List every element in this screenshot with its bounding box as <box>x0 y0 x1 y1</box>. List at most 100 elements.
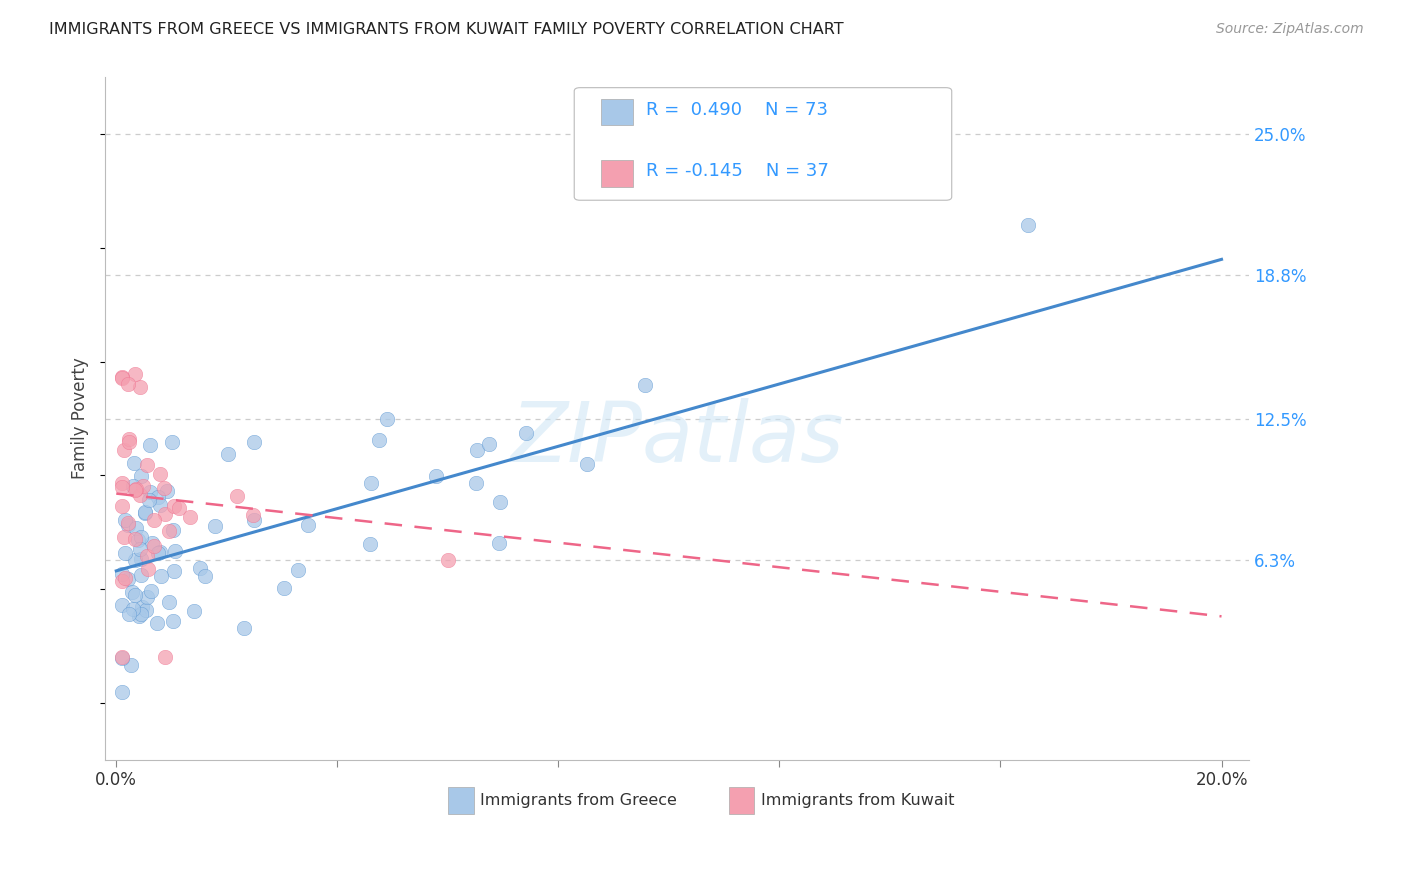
Point <box>111 650 134 665</box>
Text: Immigrants from Kuwait: Immigrants from Kuwait <box>761 793 955 808</box>
Point <box>359 537 381 551</box>
Point <box>146 490 169 504</box>
Point <box>121 479 143 493</box>
Point <box>1017 219 1039 233</box>
Point <box>111 371 134 385</box>
Text: R = -0.145    N = 37: R = -0.145 N = 37 <box>647 161 830 180</box>
Point <box>165 543 187 558</box>
Point <box>217 447 239 461</box>
Point <box>157 595 180 609</box>
Point <box>488 536 510 550</box>
Point <box>179 510 201 524</box>
Point <box>149 568 172 582</box>
Point <box>139 583 162 598</box>
Point <box>124 483 146 497</box>
Point <box>124 553 146 567</box>
Point <box>117 376 139 391</box>
Point <box>125 520 148 534</box>
FancyBboxPatch shape <box>449 787 474 814</box>
Point <box>242 508 264 522</box>
FancyBboxPatch shape <box>600 99 633 125</box>
Point <box>111 651 134 665</box>
Point <box>129 488 152 502</box>
Point <box>131 568 153 582</box>
Point <box>437 552 460 566</box>
Point <box>153 650 176 665</box>
FancyBboxPatch shape <box>574 87 952 200</box>
Point <box>156 483 179 498</box>
Point <box>111 476 134 491</box>
Point <box>121 585 143 599</box>
Point <box>465 475 488 490</box>
Text: IMMIGRANTS FROM GREECE VS IMMIGRANTS FROM KUWAIT FAMILY POVERTY CORRELATION CHAR: IMMIGRANTS FROM GREECE VS IMMIGRANTS FRO… <box>49 22 844 37</box>
Point <box>153 481 176 495</box>
Point <box>153 508 176 522</box>
Point <box>146 615 169 630</box>
Point <box>273 581 295 595</box>
Point <box>226 489 249 503</box>
Point <box>118 435 141 450</box>
Point <box>149 498 172 512</box>
Point <box>111 574 134 589</box>
Point <box>162 524 184 538</box>
Point <box>111 566 134 581</box>
Point <box>124 533 146 547</box>
Point <box>117 518 139 533</box>
Point <box>129 552 152 566</box>
Point <box>136 458 159 472</box>
Text: Source: ZipAtlas.com: Source: ZipAtlas.com <box>1216 22 1364 37</box>
Point <box>117 516 139 531</box>
Point <box>117 572 139 586</box>
Point <box>139 437 162 451</box>
Point <box>111 370 134 384</box>
Point <box>135 603 157 617</box>
Point <box>129 541 152 556</box>
Point <box>122 602 145 616</box>
FancyBboxPatch shape <box>728 787 754 814</box>
Point <box>114 513 136 527</box>
Point <box>118 432 141 446</box>
Point <box>148 546 170 560</box>
Point <box>375 411 398 425</box>
Point <box>122 456 145 470</box>
Point <box>112 530 135 544</box>
Point <box>120 657 142 672</box>
Point <box>515 425 537 440</box>
Point <box>129 530 152 544</box>
Point <box>243 512 266 526</box>
Point <box>163 499 186 513</box>
Point <box>576 457 599 471</box>
Point <box>131 600 153 615</box>
Point <box>163 564 186 578</box>
Text: R =  0.490    N = 73: R = 0.490 N = 73 <box>647 101 828 119</box>
Point <box>111 480 134 494</box>
Point <box>111 499 134 513</box>
Point <box>136 590 159 604</box>
Point <box>489 494 512 508</box>
Point <box>188 561 211 575</box>
Point <box>297 517 319 532</box>
Point <box>129 379 152 393</box>
Point <box>162 614 184 628</box>
Point <box>134 507 156 521</box>
Point <box>204 518 226 533</box>
Point <box>425 469 447 483</box>
Point <box>139 485 162 500</box>
Point <box>159 524 181 538</box>
Point <box>162 435 184 450</box>
Point <box>127 533 149 548</box>
Point <box>124 368 146 382</box>
Point <box>114 546 136 560</box>
Y-axis label: Family Poverty: Family Poverty <box>72 358 89 479</box>
Point <box>634 378 657 392</box>
Point <box>465 443 488 458</box>
Point <box>232 621 254 635</box>
Point <box>149 467 172 481</box>
Point <box>148 545 170 559</box>
Point <box>134 505 156 519</box>
Point <box>129 469 152 483</box>
Point <box>111 598 134 612</box>
Point <box>124 483 146 497</box>
Point <box>136 561 159 575</box>
Point <box>118 607 141 621</box>
